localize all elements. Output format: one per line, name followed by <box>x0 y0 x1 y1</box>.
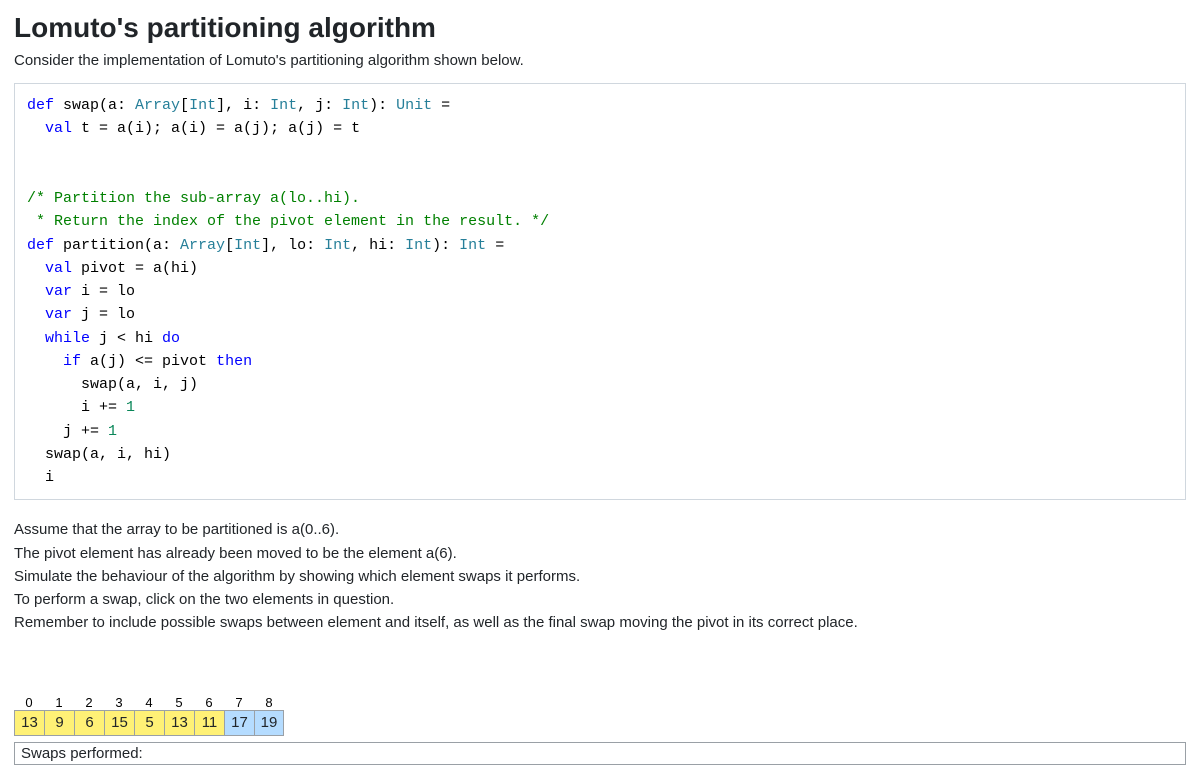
instr-line: Remember to include possible swaps betwe… <box>14 611 1186 634</box>
code-token: val <box>45 260 72 277</box>
code-token: Int <box>234 237 261 254</box>
code-token: var <box>45 306 72 323</box>
code-token: i <box>27 469 54 486</box>
swaps-performed-box: Swaps performed: <box>14 742 1186 765</box>
code-token <box>27 283 45 300</box>
code-token: t = a(i); a(i) = a(j); a(j) = t <box>72 120 360 137</box>
code-token: Int <box>342 97 369 114</box>
code-token: i = lo <box>72 283 135 300</box>
code-token: def <box>27 237 54 254</box>
code-token: ): <box>432 237 459 254</box>
code-token: 1 <box>108 423 117 440</box>
code-token: i += <box>27 399 126 416</box>
code-token: Int <box>405 237 432 254</box>
instructions: Assume that the array to be partitioned … <box>14 518 1186 634</box>
array-visual: 012345678 139615513111719 <box>14 695 1186 736</box>
array-index: 2 <box>74 695 104 710</box>
code-token: def <box>27 97 54 114</box>
array-cell[interactable]: 9 <box>44 710 74 736</box>
array-index: 1 <box>44 695 74 710</box>
code-token: a(j) <= pivot <box>81 353 216 370</box>
code-token: ], lo: <box>261 237 324 254</box>
code-token: partition(a: <box>54 237 180 254</box>
array-cell[interactable]: 13 <box>164 710 194 736</box>
code-token: pivot = a(hi) <box>72 260 198 277</box>
array-cell[interactable]: 17 <box>224 710 254 736</box>
code-token: Array <box>135 97 180 114</box>
code-token: Array <box>180 237 225 254</box>
code-token: while <box>45 330 90 347</box>
code-token: ], i: <box>216 97 270 114</box>
code-token: Unit <box>396 97 432 114</box>
code-token: Int <box>459 237 486 254</box>
code-token: swap(a, i, j) <box>27 376 198 393</box>
code-token: * Return the index of the pivot element … <box>27 213 549 230</box>
code-token: then <box>216 353 252 370</box>
index-row: 012345678 <box>14 695 1186 710</box>
code-token: j < hi <box>90 330 162 347</box>
instr-line: To perform a swap, click on the two elem… <box>14 588 1186 611</box>
code-token: [ <box>225 237 234 254</box>
array-index: 7 <box>224 695 254 710</box>
code-token: if <box>63 353 81 370</box>
code-token: 1 <box>126 399 135 416</box>
value-row: 139615513111719 <box>14 710 1186 736</box>
code-token: j = lo <box>72 306 135 323</box>
array-cell[interactable]: 5 <box>134 710 164 736</box>
code-token: do <box>162 330 180 347</box>
code-token <box>27 260 45 277</box>
array-index: 3 <box>104 695 134 710</box>
code-token <box>27 120 45 137</box>
code-token: var <box>45 283 72 300</box>
instr-line: Simulate the behaviour of the algorithm … <box>14 565 1186 588</box>
code-token: Int <box>189 97 216 114</box>
array-index: 0 <box>14 695 44 710</box>
intro-text: Consider the implementation of Lomuto's … <box>14 52 1186 69</box>
code-token: val <box>45 120 72 137</box>
code-token: swap(a: <box>54 97 135 114</box>
code-token: [ <box>180 97 189 114</box>
code-token: = <box>486 237 504 254</box>
code-token: Int <box>324 237 351 254</box>
array-index: 4 <box>134 695 164 710</box>
array-index: 6 <box>194 695 224 710</box>
code-token <box>27 330 45 347</box>
array-cell[interactable]: 13 <box>14 710 44 736</box>
code-token: j += <box>27 423 108 440</box>
instr-line: The pivot element has already been moved… <box>14 542 1186 565</box>
code-token: , j: <box>297 97 342 114</box>
code-token: = <box>432 97 450 114</box>
array-index: 8 <box>254 695 284 710</box>
array-index: 5 <box>164 695 194 710</box>
code-token: /* Partition the sub-array a(lo..hi). <box>27 190 360 207</box>
code-token <box>27 306 45 323</box>
code-block: def swap(a: Array[Int], i: Int, j: Int):… <box>14 83 1186 500</box>
code-token: swap(a, i, hi) <box>27 446 171 463</box>
array-cell[interactable]: 11 <box>194 710 224 736</box>
array-cell[interactable]: 15 <box>104 710 134 736</box>
page-title: Lomuto's partitioning algorithm <box>14 12 1186 44</box>
code-token: , hi: <box>351 237 405 254</box>
instr-line: Assume that the array to be partitioned … <box>14 518 1186 541</box>
array-cell[interactable]: 6 <box>74 710 104 736</box>
code-token <box>27 353 63 370</box>
array-cell[interactable]: 19 <box>254 710 284 736</box>
code-token: ): <box>369 97 396 114</box>
code-token: Int <box>270 97 297 114</box>
